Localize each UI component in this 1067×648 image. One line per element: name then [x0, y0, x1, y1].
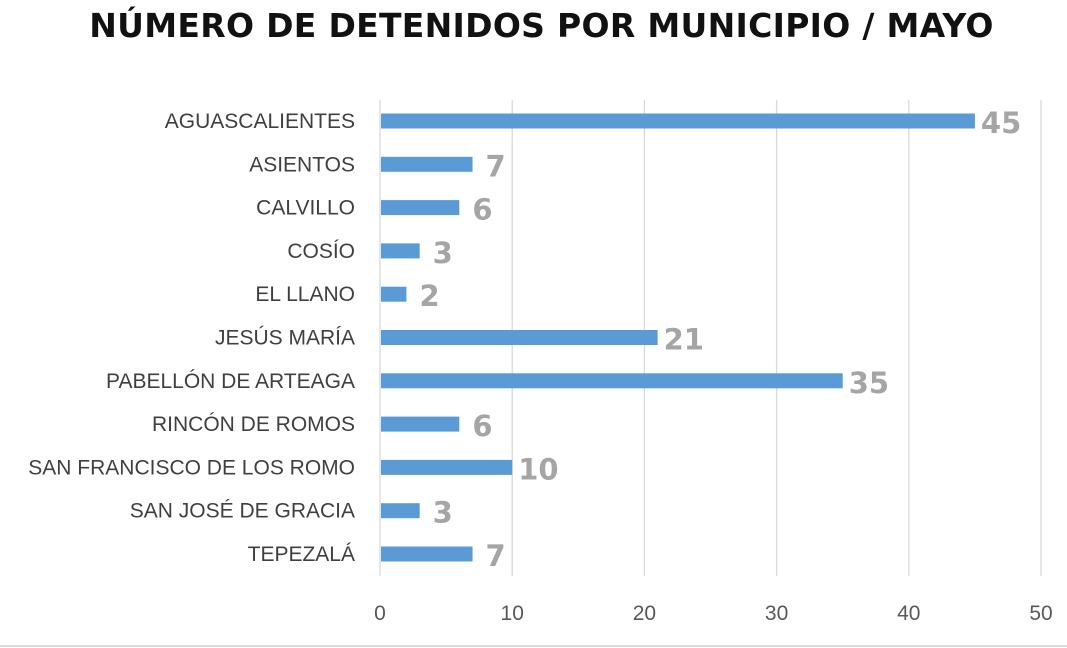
- category-label: ASIENTOS: [249, 153, 355, 176]
- data-label: 21: [664, 323, 704, 357]
- data-label: 3: [433, 236, 453, 270]
- bar: [381, 503, 420, 519]
- category-label: EL LLANO: [255, 283, 355, 306]
- category-label: RINCÓN DE ROMOS: [152, 413, 355, 436]
- bottom-divider: [0, 645, 1067, 647]
- data-label: 6: [472, 409, 492, 443]
- category-label: TEPEZALÁ: [248, 543, 355, 566]
- data-label: 2: [419, 279, 439, 313]
- data-label: 7: [486, 149, 506, 183]
- data-label: 6: [472, 193, 492, 227]
- data-label: 7: [486, 539, 506, 573]
- category-label: SAN JOSÉ DE GRACIA: [130, 500, 355, 523]
- category-label: PABELLÓN DE ARTEAGA: [106, 370, 355, 393]
- x-tick-label: 20: [633, 602, 656, 625]
- bar: [381, 330, 658, 345]
- data-label: 10: [518, 452, 558, 486]
- x-tick-label: 50: [1029, 602, 1052, 625]
- bar: [381, 286, 407, 302]
- category-label: CALVILLO: [256, 197, 355, 220]
- x-tick-label: 10: [501, 602, 524, 625]
- x-tick-label: 40: [897, 602, 920, 625]
- bar: [381, 373, 843, 389]
- bar: [381, 416, 460, 432]
- category-label: AGUASCALIENTES: [165, 110, 355, 133]
- data-label: 35: [849, 366, 889, 400]
- chart-title: NÚMERO DE DETENIDOS POR MUNICIPIO / MAYO: [89, 6, 994, 45]
- bar: [381, 459, 513, 475]
- x-tick-label: 30: [765, 602, 788, 625]
- data-label: 45: [981, 106, 1021, 140]
- bar: [381, 243, 420, 259]
- bar: [381, 546, 473, 562]
- bar: [381, 113, 975, 129]
- bar: [381, 200, 460, 216]
- x-tick-label: 0: [374, 602, 386, 625]
- data-label: 3: [433, 496, 453, 530]
- category-label: SAN FRANCISCO DE LOS ROMO: [28, 456, 355, 479]
- bar: [381, 156, 473, 172]
- category-label: JESÚS MARÍA: [215, 327, 355, 350]
- category-label: COSÍO: [287, 240, 355, 263]
